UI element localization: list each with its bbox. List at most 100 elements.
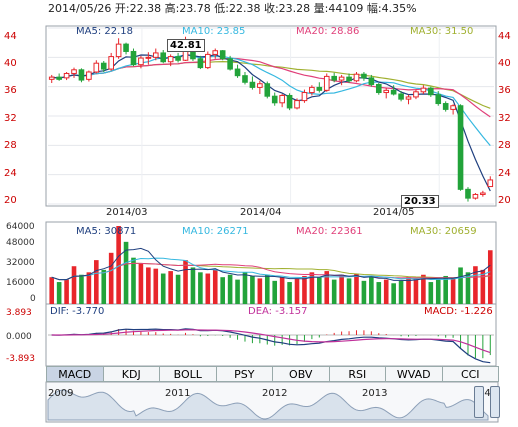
low-annotation: 20.33 (401, 195, 439, 208)
price-axis-left-32: 32 (4, 113, 17, 124)
candle-body (175, 56, 181, 61)
volume-bar (354, 273, 359, 304)
candle-body (487, 179, 494, 188)
volume-bar (264, 274, 270, 304)
candle-body (286, 94, 293, 109)
candle-body (197, 58, 204, 69)
price-axis-left-44: 44 (4, 31, 17, 42)
volume-bar (450, 278, 456, 304)
macd-axis-bottom: -3.893 (6, 354, 36, 364)
volume-bar (220, 277, 225, 304)
vol-axis-16000: 16000 (6, 278, 35, 288)
volume-bar (413, 278, 419, 304)
price-axis-left-20: 20 (4, 195, 17, 206)
candle-body (294, 100, 300, 109)
volume-bar (131, 257, 136, 304)
volume-bar (235, 279, 240, 304)
volume-bar (205, 273, 211, 304)
macd-legend-macd: MACD: -1.226 (424, 306, 493, 317)
candle-body (331, 75, 337, 81)
candle-body (450, 105, 456, 110)
grid-lines (48, 27, 494, 205)
legend-ma20: MA20: 28.86 (296, 26, 360, 37)
vol-ma5-line (51, 247, 491, 282)
volume-bar (324, 271, 330, 304)
dea-line (51, 329, 491, 354)
volume-bar (123, 241, 129, 304)
ma20-line (51, 57, 491, 118)
candle-body (435, 94, 442, 105)
candlestick-series (48, 36, 494, 202)
candle-body (309, 86, 315, 94)
volume-bar (487, 250, 493, 304)
price-axis-right-24: 24 (498, 168, 511, 179)
tab-rsi[interactable]: RSI (328, 366, 386, 382)
volume-bar (473, 266, 478, 304)
volume-bars (49, 226, 493, 304)
candle-body (100, 62, 107, 70)
volume-bar (279, 277, 285, 304)
candle-body (480, 192, 486, 195)
vol-axis-48000: 48000 (6, 238, 35, 248)
volume-bar (257, 278, 263, 304)
volume-bar (250, 275, 255, 304)
volume-bar (272, 280, 278, 304)
volume-bar (465, 272, 471, 304)
legend-ma30: MA30: 31.50 (410, 26, 474, 37)
x-tick-2014-04: 2014/04 (240, 207, 282, 218)
price-axis-right-32: 32 (498, 113, 511, 124)
volume-bar (101, 269, 107, 304)
tab-boll[interactable]: BOLL (159, 366, 217, 382)
candle-body (390, 89, 397, 95)
volume-bar (183, 260, 188, 304)
candle-body (227, 58, 233, 70)
overview-left-handle[interactable] (474, 386, 484, 418)
volume-bar (317, 277, 322, 304)
price-axis-right-44: 44 (498, 31, 511, 42)
volume-bar (108, 252, 114, 304)
candle-body (413, 91, 419, 98)
tab-psy[interactable]: PSY (215, 366, 273, 382)
candle-body (234, 68, 241, 77)
high-annotation: 42.81 (167, 39, 205, 52)
volume-bar (64, 279, 69, 304)
candle-body (398, 93, 404, 100)
macd-series (48, 328, 494, 364)
candle-body (130, 50, 137, 66)
candle-body (442, 103, 449, 110)
candle-body (472, 193, 479, 199)
volume-bar (146, 267, 151, 304)
overview-year-2013: 2013 (362, 388, 388, 399)
candle-body (212, 50, 219, 55)
vol-legend-ma20: MA20: 22361 (296, 226, 363, 237)
legend-ma5: MA5: 22.18 (76, 26, 134, 37)
candle-body (115, 43, 122, 58)
tab-kdj[interactable]: KDJ (102, 366, 160, 382)
candle-body (323, 75, 330, 91)
candle-body (78, 69, 85, 81)
macd-axis-top: 3.893 (6, 308, 32, 318)
overview-right-handle[interactable] (490, 386, 500, 418)
candle-body (167, 56, 174, 63)
volume-bar (153, 268, 159, 304)
candle-body (219, 50, 226, 60)
vol-axis-64000: 64000 (6, 222, 35, 232)
volume-bar (398, 280, 404, 304)
candle-body (279, 94, 285, 104)
tab-macd[interactable]: MACD (46, 366, 104, 382)
price-axis-right-36: 36 (498, 85, 511, 96)
candle-body (56, 76, 62, 80)
tab-obv[interactable]: OBV (272, 366, 330, 382)
vol-legend-ma5: MA5: 30871 (76, 226, 137, 237)
tab-wvad[interactable]: WVAD (385, 366, 443, 382)
tab-cci[interactable]: CCI (441, 366, 499, 382)
volume-bar (391, 283, 396, 304)
volume-bar (376, 282, 382, 304)
volume-bar (406, 277, 411, 304)
legend-ma10: MA10: 23.85 (182, 26, 246, 37)
candle-body (368, 77, 375, 85)
candle-body (271, 95, 278, 104)
candle-body (405, 96, 412, 100)
